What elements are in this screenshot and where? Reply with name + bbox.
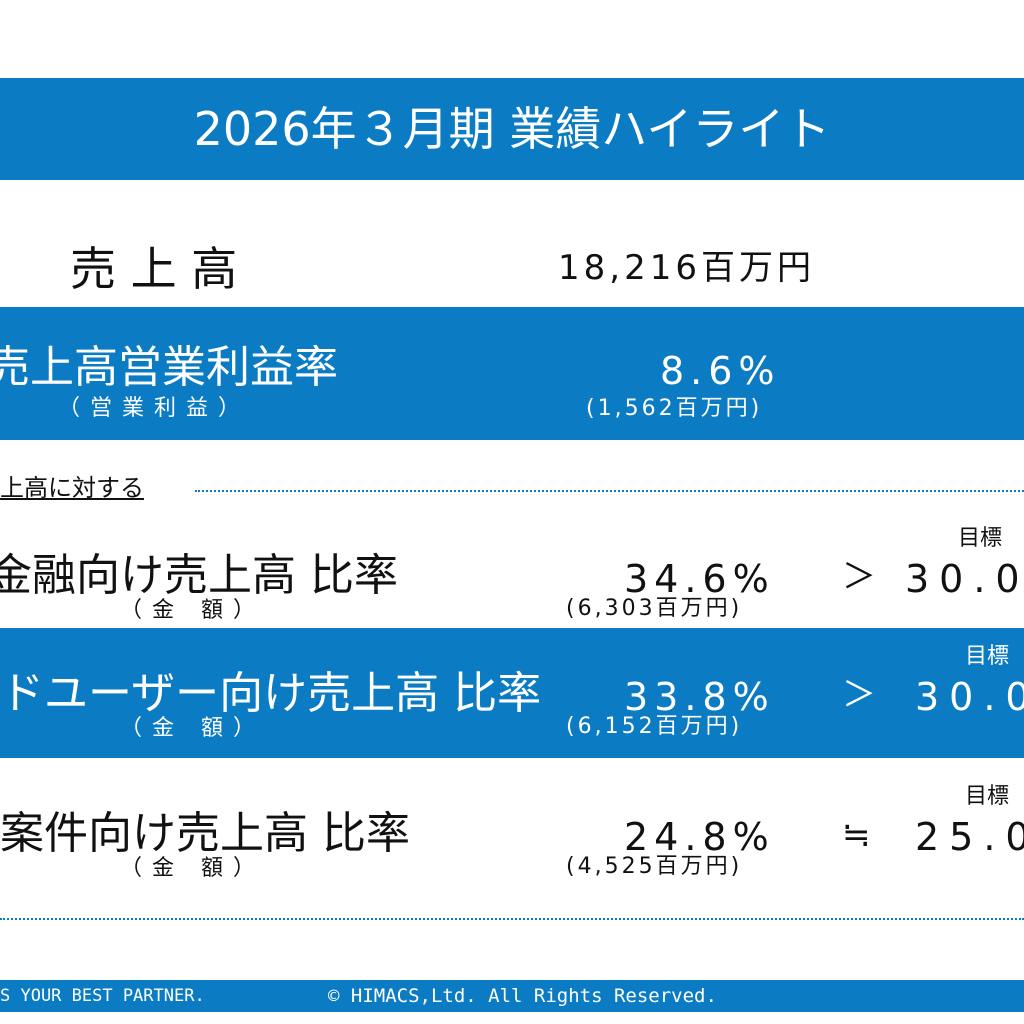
target-value: 25.0	[915, 815, 1024, 859]
header-band	[0, 78, 1024, 180]
copyright: © HIMACS,Ltd. All Rights Reserved.	[328, 985, 717, 1007]
target-label: 目標	[965, 784, 1010, 809]
row-sublabel: （金 額）	[120, 856, 265, 881]
sales-value: 18,216百万円	[558, 248, 815, 288]
row-subvalue: (6,303百万円)	[566, 596, 743, 621]
row-sublabel: （金 額）	[120, 598, 265, 623]
row-label: 案件向け売上高 比率	[0, 808, 410, 859]
target-label: 目標	[965, 644, 1010, 669]
margin-subvalue: (1,562百万円)	[586, 396, 763, 421]
footer-band	[0, 980, 1024, 1012]
row-value: 33.8%	[624, 675, 775, 719]
target-value: 30.0	[905, 557, 1024, 601]
row-band	[0, 628, 1024, 758]
margin-value: 8.6%	[660, 349, 781, 393]
margin-sublabel: （営業利益）	[58, 396, 251, 421]
row-subvalue: (6,152百万円)	[566, 714, 743, 739]
row-sublabel: （金 額）	[120, 716, 265, 741]
row-value: 34.6%	[624, 557, 775, 601]
target-value: 30.0	[915, 675, 1024, 719]
row-subvalue: (4,525百万円)	[566, 854, 743, 879]
tagline: S YOUR BEST PARTNER.	[0, 986, 205, 1006]
target-label: 目標	[958, 526, 1003, 551]
divider	[0, 918, 1024, 920]
sales-label: 売 上 高	[70, 242, 238, 296]
title: 2026年３月期 業績ハイライト	[193, 102, 831, 156]
row-value: 24.8%	[624, 815, 775, 859]
divider	[195, 490, 1024, 492]
relation: ＞	[842, 557, 876, 597]
margin-label: 売上高営業利益率	[0, 342, 338, 393]
margin-band	[0, 307, 1024, 440]
relation: ＞	[842, 675, 876, 715]
row-label: 金融向け売上高 比率	[0, 550, 398, 601]
relation: ≒	[842, 815, 871, 855]
ratio-heading: 上高に対する	[0, 474, 144, 502]
row-label: ドユーザー向け売上高 比率	[0, 668, 542, 719]
